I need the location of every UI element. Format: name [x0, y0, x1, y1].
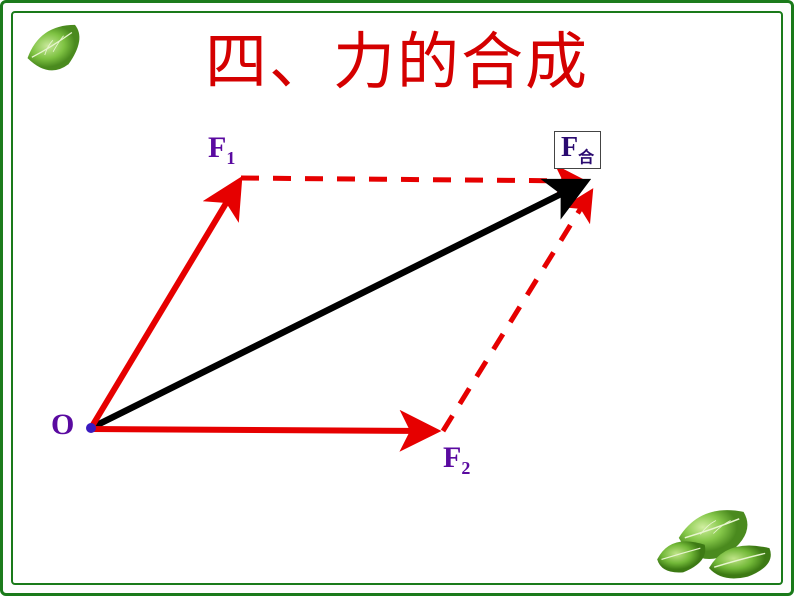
slide-frame-outer: 四、力的合成 O F1 F2 — [0, 0, 794, 596]
label-fresult-sub: 合 — [578, 150, 594, 167]
label-f1-base: F — [208, 131, 226, 164]
label-f1: F1 — [208, 131, 235, 169]
label-origin: O — [51, 408, 74, 442]
label-f2-base: F — [443, 441, 461, 474]
origin-point — [86, 423, 96, 433]
vector-f2 — [91, 429, 431, 431]
force-composition-diagram — [3, 3, 794, 596]
label-fresult-base: F — [561, 132, 578, 163]
dashed-line-f1-to-result — [241, 178, 579, 181]
label-f2-sub: 2 — [461, 458, 470, 478]
label-f2: F2 — [443, 441, 470, 479]
dashed-line-f2-to-result — [443, 195, 589, 431]
label-f-resultant: F合 — [554, 131, 601, 169]
label-f1-sub: 1 — [226, 148, 235, 168]
